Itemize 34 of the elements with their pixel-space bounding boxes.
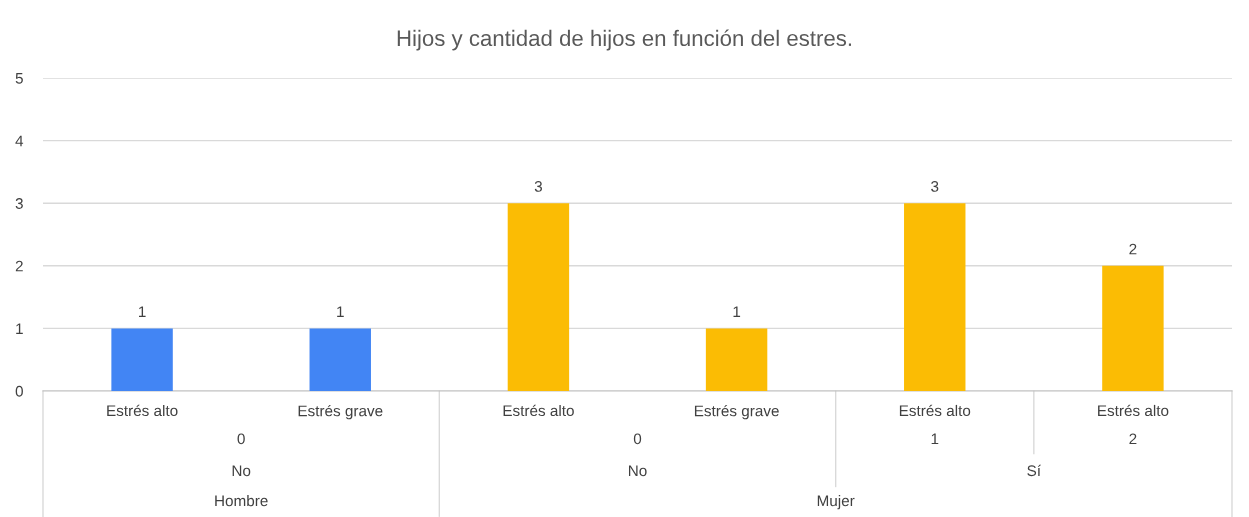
data-label: 2 — [1129, 243, 1137, 255]
x-tick-label: Estrés alto — [503, 404, 574, 417]
text: 0 — [237, 433, 245, 445]
bar — [1102, 265, 1164, 391]
text: 0 — [633, 433, 642, 445]
data-label: 3 — [534, 181, 542, 192]
x-tick-label: Estrés alto — [107, 404, 178, 417]
bar — [309, 328, 371, 391]
y-tick-label: 4 — [15, 135, 24, 147]
y-tick-label: 2 — [15, 260, 23, 272]
bar — [705, 328, 768, 391]
y-tick-label: 0 — [15, 385, 23, 397]
x-tick-label: Estrés grave — [694, 404, 779, 420]
bar — [904, 203, 966, 391]
text: Hombre — [215, 494, 268, 507]
chart-title: Hijos y cantidad de hijos en función del estres. — [397, 29, 852, 51]
x-tick-label: Estrés alto — [1098, 404, 1169, 417]
y-tick-label: 1 — [16, 323, 23, 334]
bar — [111, 328, 173, 391]
text: 2 — [1129, 433, 1137, 445]
y-tick-label: 5 — [15, 73, 23, 84]
data-label: 3 — [931, 181, 939, 192]
text: Mujer — [817, 494, 855, 510]
y-tick-label: 3 — [15, 198, 23, 209]
text: No — [232, 465, 251, 477]
text: 1 — [931, 433, 939, 445]
data-label: 1 — [139, 306, 146, 317]
data-label: 1 — [337, 306, 344, 317]
bar — [507, 203, 570, 391]
x-tick-label: Estrés alto — [899, 404, 971, 417]
text: Sí — [1027, 464, 1041, 477]
data-label: 1 — [733, 306, 741, 317]
text: No — [628, 465, 647, 477]
x-tick-label: Estrés grave — [298, 404, 383, 420]
